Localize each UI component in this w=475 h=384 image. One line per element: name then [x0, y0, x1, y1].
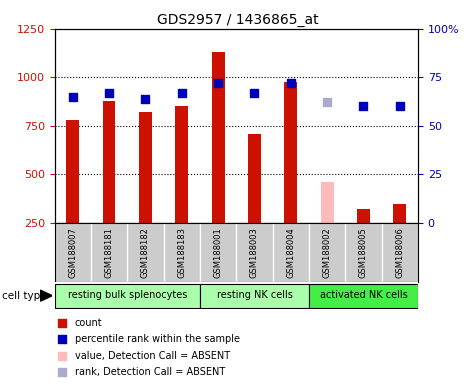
- Point: [58, 336, 66, 342]
- Text: value, Detection Call = ABSENT: value, Detection Call = ABSENT: [75, 351, 230, 361]
- Bar: [285, 82, 297, 223]
- Text: GSM188001: GSM188001: [214, 227, 223, 278]
- Point: [58, 369, 66, 375]
- Bar: [139, 112, 152, 223]
- Point: [58, 353, 66, 359]
- Text: GSM188006: GSM188006: [395, 227, 404, 278]
- Bar: [212, 52, 225, 223]
- Point: [214, 80, 222, 86]
- Point: [105, 90, 113, 96]
- Point: [287, 80, 294, 86]
- Text: resting bulk splenocytes: resting bulk splenocytes: [67, 290, 187, 300]
- Text: percentile rank within the sample: percentile rank within the sample: [75, 334, 239, 344]
- Text: GSM188183: GSM188183: [177, 227, 186, 278]
- Text: count: count: [75, 318, 102, 328]
- Text: cell type: cell type: [2, 291, 47, 301]
- Bar: [175, 106, 188, 223]
- Text: GSM188181: GSM188181: [104, 227, 114, 278]
- Bar: [66, 120, 79, 223]
- Text: GDS2957 / 1436865_at: GDS2957 / 1436865_at: [157, 13, 318, 27]
- Text: GSM188004: GSM188004: [286, 227, 295, 278]
- Text: GSM188182: GSM188182: [141, 227, 150, 278]
- Point: [58, 319, 66, 326]
- Bar: [55, 283, 200, 308]
- Point: [251, 90, 258, 96]
- Text: GSM188002: GSM188002: [323, 227, 332, 278]
- Bar: [357, 209, 370, 223]
- Point: [323, 99, 331, 106]
- Point: [178, 90, 186, 96]
- Text: activated NK cells: activated NK cells: [320, 290, 408, 300]
- Bar: [200, 283, 309, 308]
- Bar: [309, 283, 418, 308]
- Bar: [393, 204, 406, 223]
- Text: rank, Detection Call = ABSENT: rank, Detection Call = ABSENT: [75, 367, 225, 377]
- Text: resting NK cells: resting NK cells: [217, 290, 293, 300]
- Point: [142, 96, 149, 102]
- Text: GSM188007: GSM188007: [68, 227, 77, 278]
- Bar: [321, 182, 333, 223]
- Point: [69, 94, 76, 100]
- Text: GSM188005: GSM188005: [359, 227, 368, 278]
- Point: [360, 103, 367, 109]
- Bar: [248, 134, 261, 223]
- Bar: [103, 101, 115, 223]
- Polygon shape: [40, 290, 52, 301]
- Point: [396, 103, 404, 109]
- Text: GSM188003: GSM188003: [250, 227, 259, 278]
